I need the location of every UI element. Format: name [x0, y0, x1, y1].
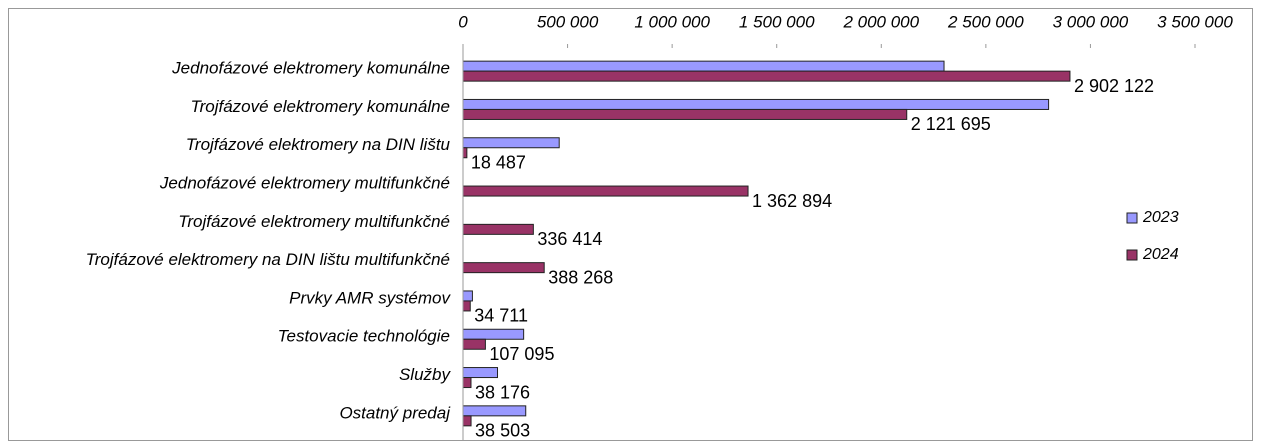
bar: [462, 262, 545, 274]
legend-label: 2023: [1142, 209, 1179, 226]
bar: [462, 300, 471, 312]
y-tick-label: Trojfázové elektromery na DIN lištu: [186, 135, 451, 154]
legend-swatch: [1126, 249, 1138, 261]
y-tick-label: Testovacie technológie: [278, 327, 450, 346]
bar: [462, 60, 945, 72]
legend-swatch: [1126, 212, 1138, 224]
bar: [462, 290, 473, 302]
bar: [462, 223, 534, 235]
x-tick-label: 3 000 000: [1053, 12, 1129, 31]
bar: [462, 147, 468, 159]
bar: [462, 405, 527, 417]
legend-label: 2024: [1142, 246, 1179, 263]
data-label: 2 902 122: [1074, 76, 1154, 96]
y-tick-label: Služby: [399, 365, 452, 384]
bar: [462, 108, 908, 120]
data-label: 1 362 894: [752, 191, 832, 211]
y-tick-label: Trojfázové elektromery multifunkčné: [178, 212, 450, 231]
y-tick-label: Ostatný predaj: [339, 403, 451, 422]
bar: [462, 185, 749, 197]
data-label: 38 176: [475, 382, 530, 402]
x-tick-label: 1 500 000: [739, 12, 815, 31]
x-tick-label: 2 500 000: [947, 12, 1024, 31]
y-tick-label: Trojfázové elektromery na DIN lištu mult…: [86, 250, 450, 269]
bar: [462, 338, 486, 350]
chart-frame: [8, 8, 1253, 441]
bar: [462, 415, 472, 427]
x-tick-label: 3 500 000: [1157, 12, 1233, 31]
bar: [462, 70, 1071, 82]
bar: [462, 367, 499, 379]
data-label: 18 487: [471, 153, 526, 173]
bar: [462, 137, 560, 149]
x-tick-label: 500 000: [537, 12, 599, 31]
x-tick-label: 2 000 000: [842, 12, 919, 31]
y-tick-label: Trojfázové elektromery komunálne: [190, 97, 450, 116]
y-tick-label: Jednofázové elektromery multifunkčné: [159, 174, 450, 193]
data-label: 336 414: [537, 229, 602, 249]
x-tick-label: 1 000 000: [634, 12, 710, 31]
bar: [462, 328, 525, 340]
bar: [462, 98, 1050, 110]
data-label: 107 095: [489, 344, 554, 364]
y-tick-label: Jednofázové elektromery komunálne: [171, 59, 450, 78]
data-label: 38 503: [475, 421, 530, 441]
bar: [462, 377, 472, 389]
data-label: 34 711: [474, 306, 528, 326]
data-label: 2 121 695: [911, 114, 991, 134]
data-label: 388 268: [548, 267, 613, 287]
x-tick-label: 0: [458, 12, 468, 31]
y-tick-label: Prvky AMR systémov: [289, 288, 451, 307]
